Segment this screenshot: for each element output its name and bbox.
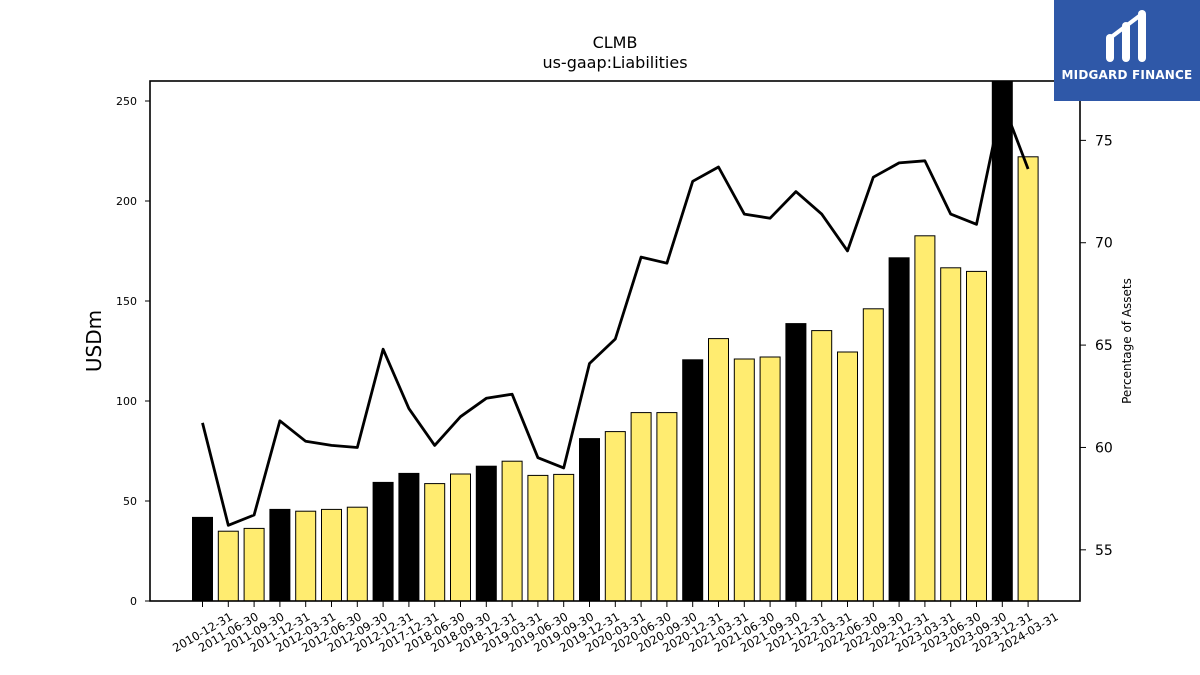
bar-2018-09-30	[450, 473, 471, 602]
bar-2019-12-31	[579, 438, 600, 602]
chart-title: CLMB	[593, 33, 638, 52]
y2-tick-label: 65	[1095, 338, 1113, 354]
bar-2019-06-30	[527, 474, 549, 602]
bar-2023-12-31	[991, 80, 1013, 602]
logo-mark-icon	[1106, 10, 1146, 62]
y2-axis: 55 60 65 70 75	[1080, 133, 1113, 559]
bar-2011-09-30	[243, 527, 265, 602]
y-tick-label: 100	[116, 395, 137, 408]
bar-2019-03-31	[501, 460, 523, 602]
bar-2022-03-31	[811, 330, 833, 602]
bar-2010-12-31	[192, 516, 213, 602]
y2-axis-label: Percentage of Assets	[1120, 278, 1134, 404]
bar-2012-09-30	[346, 506, 368, 602]
brand-logo: MIDGARD FINANCE	[1054, 0, 1200, 101]
bar-2017-12-31	[398, 472, 420, 602]
y-tick-label: 200	[116, 195, 137, 208]
bar-2012-12-31	[372, 481, 394, 602]
y2-tick-label: 70	[1095, 236, 1113, 252]
bar-2021-03-31	[708, 338, 729, 602]
line-group	[201, 100, 1030, 527]
y-tick-label: 0	[130, 595, 137, 608]
bar-2022-12-31	[888, 257, 910, 602]
bar-2018-12-31	[475, 465, 497, 602]
bar-2012-06-30	[321, 508, 342, 602]
y-axis: 0 50 100 150 200 250	[116, 95, 150, 608]
bar-2021-12-31	[785, 323, 807, 602]
bar-2012-03-31	[295, 510, 317, 602]
x-axis: 2010-12-312011-06-302011-09-302011-12-31…	[170, 601, 1061, 655]
y2-tick-label: 55	[1095, 543, 1113, 559]
bar-2020-09-30	[656, 412, 678, 602]
y-tick-label: 250	[116, 95, 137, 108]
bar-2019-09-30	[553, 473, 575, 602]
bar-2022-09-30	[862, 308, 884, 602]
bar-2018-06-30	[424, 483, 446, 602]
bar-2011-12-31	[269, 508, 291, 602]
bar-2011-06-30	[217, 530, 239, 602]
bar-group	[192, 80, 1039, 602]
bar-2022-06-30	[837, 351, 858, 602]
bar-2021-09-30	[759, 356, 781, 602]
bar-2023-06-30	[940, 267, 962, 602]
bar-2023-09-30	[966, 270, 987, 602]
bar-2020-03-31	[604, 431, 626, 602]
y-axis-label: USDm	[82, 310, 106, 372]
chart-subtitle: us-gaap:Liabilities	[542, 53, 687, 72]
bar-2024-03-31	[1017, 156, 1039, 602]
y2-tick-label: 75	[1095, 133, 1113, 149]
bar-2023-03-31	[914, 235, 936, 602]
y-tick-label: 150	[116, 295, 137, 308]
y-tick-label: 50	[123, 495, 137, 508]
liabilities-percent-line	[201, 100, 1030, 527]
logo-text: MIDGARD FINANCE	[1061, 68, 1193, 82]
bar-2020-06-30	[630, 412, 652, 602]
bar-2020-12-31	[682, 359, 704, 602]
bar-2021-06-30	[733, 358, 755, 602]
y2-tick-label: 60	[1095, 440, 1113, 456]
